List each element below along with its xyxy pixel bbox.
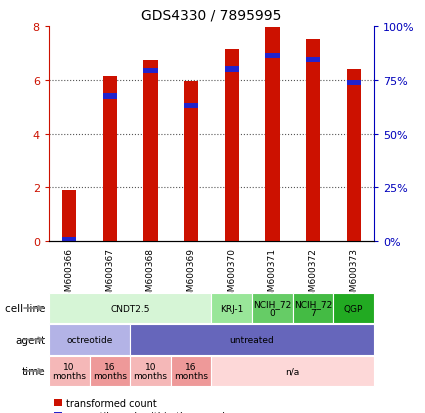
Bar: [211, 293, 252, 323]
Bar: [90, 356, 130, 386]
Text: NCIH_72
0: NCIH_72 0: [253, 299, 292, 318]
Bar: [103, 76, 117, 242]
Text: time: time: [22, 366, 45, 376]
Text: untreated: untreated: [230, 335, 275, 344]
Bar: [293, 293, 333, 323]
Text: NCIH_72
7: NCIH_72 7: [294, 299, 332, 318]
Bar: [62, 237, 76, 243]
Text: QGP: QGP: [344, 304, 363, 313]
Text: n/a: n/a: [286, 367, 300, 375]
Bar: [333, 293, 374, 323]
Text: 16
months: 16 months: [174, 362, 208, 380]
Bar: [184, 82, 198, 242]
Text: KRJ-1: KRJ-1: [220, 304, 244, 313]
Bar: [49, 293, 211, 323]
Bar: [49, 356, 90, 386]
Bar: [306, 58, 320, 63]
Legend: transformed count, percentile rank within the sample: transformed count, percentile rank withi…: [54, 398, 231, 413]
Bar: [184, 103, 198, 109]
Text: CNDT2.5: CNDT2.5: [110, 304, 150, 313]
Bar: [265, 28, 280, 242]
Bar: [49, 325, 130, 355]
Bar: [225, 67, 239, 73]
Text: cell line: cell line: [5, 303, 45, 313]
Bar: [130, 356, 171, 386]
Text: 10
months: 10 months: [133, 362, 167, 380]
Bar: [62, 191, 76, 242]
Bar: [143, 60, 158, 242]
Bar: [130, 325, 374, 355]
Text: 10
months: 10 months: [52, 362, 86, 380]
Bar: [171, 356, 211, 386]
Text: octreotide: octreotide: [66, 335, 113, 344]
Title: GDS4330 / 7895995: GDS4330 / 7895995: [141, 9, 282, 23]
Bar: [346, 81, 361, 86]
Text: 16
months: 16 months: [93, 362, 127, 380]
Bar: [211, 356, 374, 386]
Bar: [265, 54, 280, 59]
Bar: [346, 70, 361, 242]
Bar: [225, 50, 239, 242]
Bar: [103, 94, 117, 99]
Bar: [143, 69, 158, 74]
Text: agent: agent: [15, 335, 45, 345]
Bar: [306, 40, 320, 242]
Bar: [252, 293, 293, 323]
